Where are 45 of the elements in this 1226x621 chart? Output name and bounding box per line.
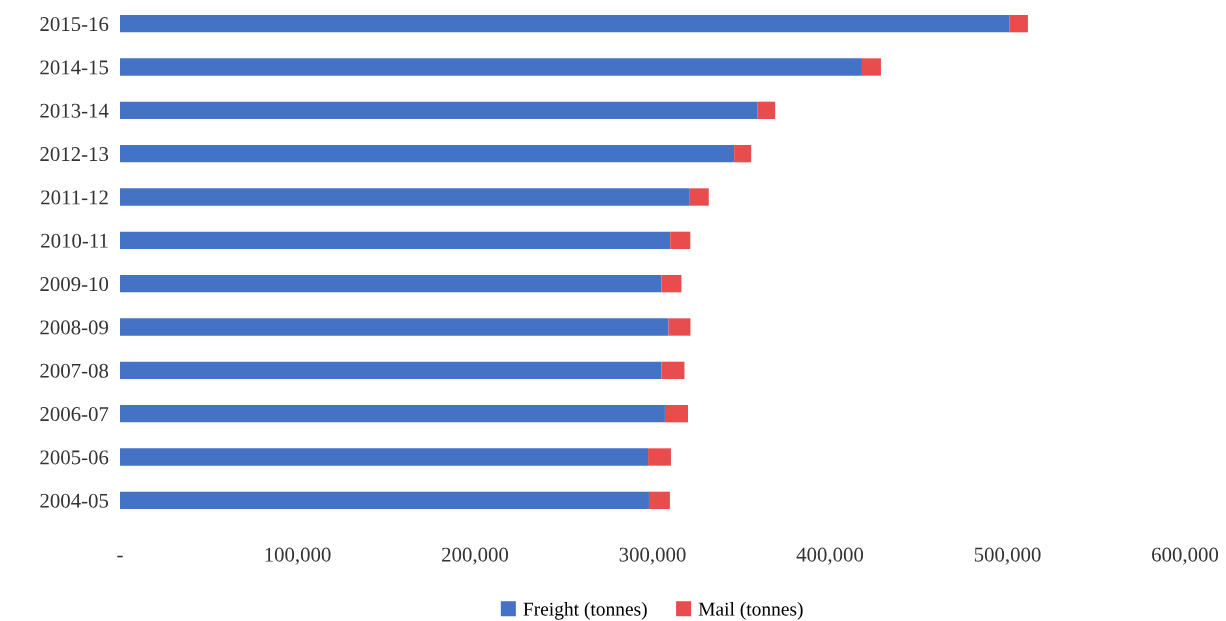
x-tick-label: 600,000: [1152, 547, 1219, 565]
y-tick-label: 2013-14: [40, 103, 109, 118]
legend-label: Mail (tonnes): [698, 602, 803, 620]
y-tick-label: 2011-12: [41, 190, 108, 205]
bar: [120, 448, 649, 466]
x-tick-label: 300,000: [619, 547, 686, 565]
bar: [661, 275, 682, 293]
legend-label: Freight (tonnes): [523, 602, 647, 620]
x-tick-label: -: [117, 555, 123, 558]
bar: [120, 58, 862, 76]
bar: [689, 188, 709, 206]
y-tick-label: 2010-11: [41, 233, 108, 248]
bar: [120, 145, 735, 163]
bar: [664, 405, 688, 423]
y-tick-label: 2012-13: [40, 147, 109, 162]
bar: [757, 101, 776, 119]
y-tick-label: 2006-07: [40, 407, 109, 422]
bar: [670, 231, 691, 249]
bar: [120, 491, 649, 509]
bar: [648, 491, 670, 509]
y-tick-label: 2015-16: [40, 17, 109, 32]
bar: [120, 275, 662, 293]
bar: [861, 58, 881, 76]
bar: [661, 361, 685, 379]
y-tick-label: 2005-06: [40, 450, 109, 465]
x-tick-label: 500,000: [974, 547, 1041, 565]
bar: [120, 15, 1010, 33]
x-tick-label: 400,000: [796, 547, 864, 565]
y-tick-label: 2004-05: [40, 493, 109, 508]
bar: [648, 448, 671, 466]
bar: [120, 231, 671, 249]
y-tick-label: 2014-15: [40, 60, 109, 75]
bar: [120, 188, 690, 206]
bar: [120, 318, 669, 336]
bar: [1009, 15, 1028, 33]
bar: [120, 361, 662, 379]
x-tick-label: 100,000: [265, 547, 331, 565]
y-tick-label: 2009-10: [40, 277, 109, 292]
bar: [734, 145, 752, 163]
y-tick-label: 2008-09: [40, 320, 109, 335]
y-tick-label: 2007-08: [40, 363, 109, 378]
bar: [120, 101, 758, 119]
bar: [120, 405, 665, 423]
bar: [668, 318, 691, 336]
x-tick-label: 200,000: [442, 547, 509, 565]
